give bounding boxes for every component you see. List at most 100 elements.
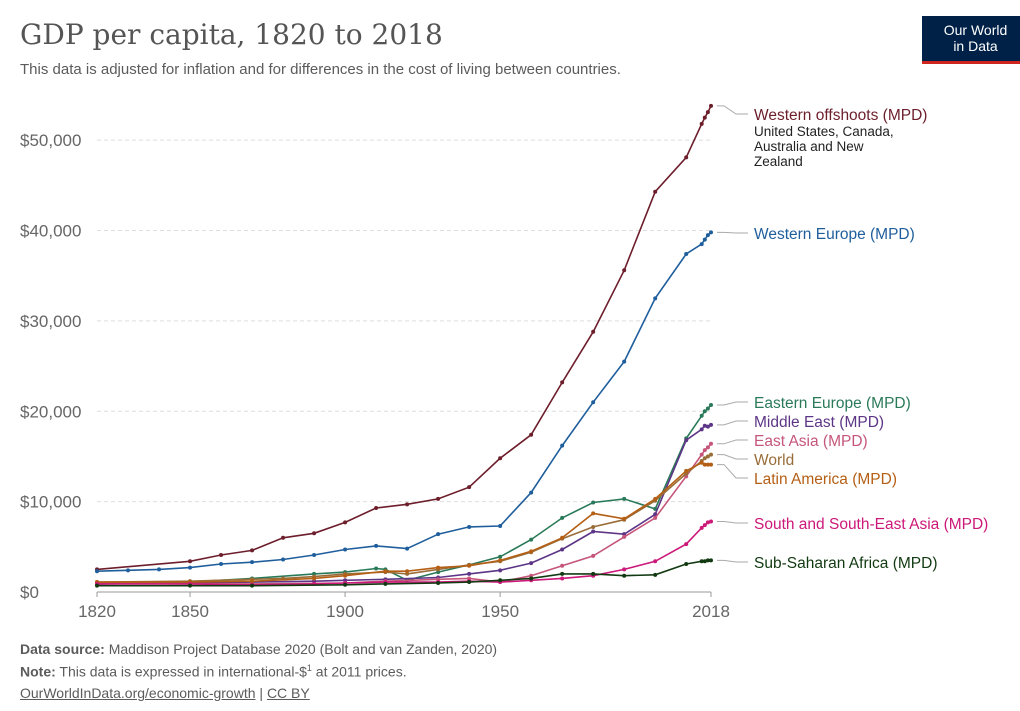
note-footnote: 1 — [306, 663, 312, 673]
data-point — [436, 496, 441, 501]
data-point — [219, 552, 224, 557]
series-label[interactable]: Sub-Saharan Africa (MPD) — [754, 555, 938, 572]
data-point — [709, 103, 713, 108]
data-point — [699, 427, 704, 432]
data-point — [374, 566, 379, 571]
data-point — [653, 559, 658, 564]
series-line[interactable] — [97, 461, 711, 583]
y-tick-label: $10,000 — [20, 493, 81, 512]
data-point — [709, 452, 713, 457]
data-point — [312, 531, 317, 536]
data-point — [709, 558, 713, 563]
series-label[interactable]: South and South-East Asia (MPD) — [754, 516, 988, 533]
data-point — [188, 559, 193, 564]
data-point — [699, 525, 704, 530]
data-point — [699, 460, 704, 465]
label-connector — [717, 105, 748, 115]
data-point — [684, 155, 689, 160]
data-point — [699, 242, 704, 247]
series-label[interactable]: East Asia (MPD) — [754, 433, 868, 450]
series-label[interactable]: World — [754, 452, 794, 469]
data-point — [705, 233, 710, 238]
data-point — [622, 516, 627, 521]
data-point — [684, 252, 689, 257]
data-point — [705, 110, 710, 115]
data-point — [560, 576, 565, 581]
data-point — [529, 490, 534, 495]
data-point — [343, 520, 348, 525]
data-point — [383, 581, 388, 586]
data-point — [702, 237, 707, 242]
label-connector — [717, 439, 748, 445]
data-point — [622, 496, 627, 501]
data-point — [467, 485, 472, 490]
data-point — [684, 542, 689, 547]
data-point — [705, 445, 710, 450]
data-point — [529, 561, 534, 566]
data-point — [250, 583, 255, 588]
data-point — [684, 468, 689, 473]
x-tick-label: 1950 — [481, 602, 519, 621]
data-point — [498, 456, 503, 461]
data-point — [705, 558, 710, 563]
data-point — [699, 559, 704, 564]
series-label[interactable]: Western offshoots (MPD) — [754, 107, 927, 124]
data-point — [498, 568, 503, 573]
data-point — [702, 462, 707, 467]
data-point — [467, 563, 472, 568]
series-sublabel: United States, Canada, — [754, 124, 894, 139]
y-tick-label: $0 — [20, 583, 39, 602]
data-point — [705, 424, 710, 429]
data-point — [281, 557, 286, 562]
series-lines — [95, 103, 713, 588]
data-point — [383, 569, 388, 574]
data-point — [705, 520, 710, 525]
series-line[interactable] — [96, 105, 712, 571]
data-point — [374, 505, 379, 510]
data-point — [498, 524, 503, 529]
label-connector — [717, 559, 748, 563]
data-point — [622, 359, 627, 364]
data-point — [705, 462, 710, 467]
series-label[interactable]: Western Europe (MPD) — [754, 226, 915, 243]
data-point — [95, 583, 99, 588]
data-point — [591, 571, 596, 576]
data-point — [653, 506, 658, 511]
data-point — [699, 121, 704, 126]
chart-subtitle: This data is adjusted for inflation and … — [20, 61, 621, 78]
source-link[interactable]: OurWorldInData.org/economic-growth — [20, 685, 256, 701]
data-point — [498, 578, 503, 583]
data-point — [591, 553, 596, 558]
data-point — [653, 296, 658, 301]
series-label[interactable]: Middle East (MPD) — [754, 414, 884, 431]
data-point — [405, 502, 410, 507]
data-point — [498, 558, 503, 563]
data-point — [684, 438, 689, 443]
data-point — [436, 565, 441, 570]
label-connector — [717, 454, 748, 460]
series-line[interactable] — [96, 231, 712, 572]
owid-logo[interactable]: Our World in Data — [922, 16, 1020, 64]
data-point — [591, 511, 596, 516]
data-point — [560, 380, 565, 385]
data-point — [709, 441, 713, 446]
data-point — [709, 422, 713, 427]
data-point — [705, 406, 710, 411]
data-point — [157, 567, 162, 572]
license-link[interactable]: CC BY — [266, 685, 310, 701]
x-tick-label: 1900 — [326, 602, 364, 621]
logo-line-2: in Data — [953, 38, 998, 54]
data-point — [591, 329, 596, 334]
series-line[interactable] — [96, 404, 712, 585]
data-point — [560, 563, 565, 568]
y-tick-label: $40,000 — [20, 222, 81, 241]
series-label[interactable]: Latin America (MPD) — [754, 471, 897, 488]
series-label[interactable]: Eastern Europe (MPD) — [754, 395, 911, 412]
data-point — [591, 400, 596, 405]
data-point — [699, 452, 704, 457]
data-point — [219, 561, 224, 566]
data-point — [622, 534, 627, 539]
data-point — [250, 579, 255, 584]
data-point — [436, 532, 441, 537]
data-point — [467, 524, 472, 529]
